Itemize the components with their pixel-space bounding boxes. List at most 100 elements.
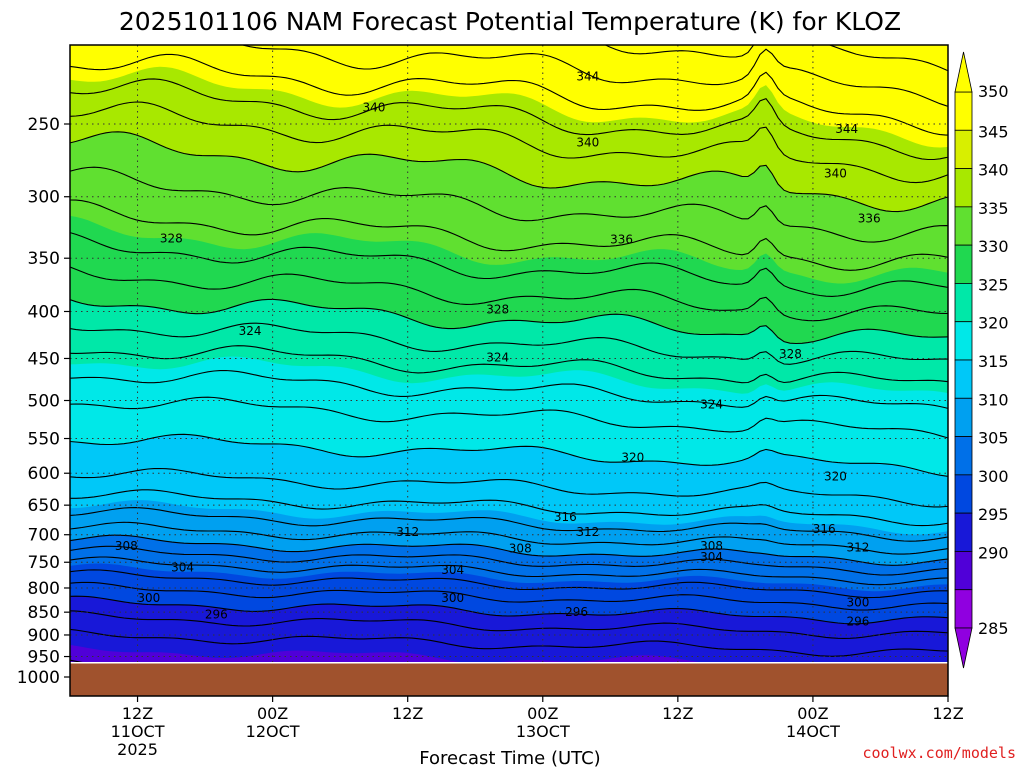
contour-310 bbox=[70, 534, 948, 566]
x-axis-title: Forecast Time (UTC) bbox=[419, 748, 600, 768]
colorbar: 350 345 340 335 330 325 320 315 310 305 300 295 290 2… bbox=[954, 51, 1009, 669]
contour-300 bbox=[70, 595, 948, 625]
contour-318 bbox=[70, 467, 948, 508]
contour-label-24: 304 bbox=[171, 561, 194, 575]
contour-label-26: 300 bbox=[137, 591, 160, 605]
contour-label-6: 336 bbox=[610, 233, 633, 247]
source-credit: coolwx.com/models bbox=[862, 744, 1016, 762]
colorbar-label-325: 325 bbox=[978, 275, 1009, 294]
colorbar-swatch-5 bbox=[954, 283, 973, 323]
contour-label-25: 304 bbox=[441, 563, 464, 577]
y-tick-label-700: 700 bbox=[28, 526, 60, 546]
colorbar-label-290: 290 bbox=[978, 543, 1009, 562]
y-tick-label-400: 400 bbox=[28, 302, 60, 322]
x-tick-time-2: 12Z bbox=[392, 704, 423, 723]
contour-332 bbox=[70, 266, 948, 322]
y-tick-label-600: 600 bbox=[28, 464, 60, 484]
contour-330 bbox=[70, 298, 948, 345]
contour-334 bbox=[70, 232, 948, 297]
contour-label-12: 324 bbox=[700, 397, 723, 411]
colorbar-swatch-3 bbox=[954, 206, 973, 246]
colorbar-swatch-6 bbox=[954, 321, 973, 361]
contour-336 bbox=[70, 199, 948, 271]
colorbar-label-350: 350 bbox=[978, 82, 1009, 101]
contour-label-2: 344 bbox=[835, 122, 858, 136]
colorbar-label-330: 330 bbox=[978, 237, 1009, 256]
x-tick-time-4: 12Z bbox=[662, 704, 693, 723]
x-tick-year-0: 2025 bbox=[117, 740, 158, 759]
contour-label-11: 324 bbox=[486, 351, 509, 365]
contour-296 bbox=[70, 628, 948, 657]
colorbar-label-300: 300 bbox=[978, 467, 1009, 486]
ground-terrain bbox=[70, 662, 948, 696]
colorbar-label-305: 305 bbox=[978, 429, 1009, 448]
contour-344 bbox=[70, 78, 948, 161]
contour-308 bbox=[70, 545, 948, 576]
colorbar-arrow-bottom bbox=[954, 627, 973, 669]
contour-label-22: 304 bbox=[700, 550, 723, 564]
y-tick-label-1000: 1000 bbox=[17, 668, 60, 688]
contour-298 bbox=[70, 610, 948, 639]
contour-label-0: 344 bbox=[576, 70, 599, 84]
contour-label-15: 316 bbox=[554, 510, 577, 524]
y-tick-label-850: 850 bbox=[28, 603, 60, 623]
x-tick-time-5: 00Z bbox=[797, 704, 828, 723]
contour-label-5: 336 bbox=[858, 212, 881, 226]
chart-title: 2025101106 NAM Forecast Potential Temper… bbox=[119, 7, 901, 36]
contour-324 bbox=[70, 369, 948, 410]
colorbar-swatch-12 bbox=[954, 551, 973, 591]
contour-328 bbox=[70, 322, 948, 365]
plot-frame bbox=[69, 44, 949, 697]
contour-340 bbox=[70, 131, 948, 213]
colorbar-swatch-0 bbox=[954, 91, 973, 131]
x-tick-date-1: 12OCT bbox=[246, 722, 300, 741]
contour-label-28: 300 bbox=[846, 596, 869, 610]
contour-label-31: 296 bbox=[846, 614, 869, 628]
y-tick-label-950: 950 bbox=[28, 648, 60, 668]
y-tick-label-750: 750 bbox=[28, 553, 60, 573]
contour-label-16: 316 bbox=[813, 522, 836, 536]
colorbar-label-340: 340 bbox=[978, 161, 1009, 180]
contour-314 bbox=[70, 507, 948, 542]
contour-label-14: 320 bbox=[824, 470, 847, 484]
y-tick-label-900: 900 bbox=[28, 626, 60, 646]
contour-label-3: 340 bbox=[576, 136, 599, 150]
x-tick-time-6: 12Z bbox=[932, 704, 963, 723]
y-tick-label-500: 500 bbox=[28, 392, 60, 412]
contour-label-8: 328 bbox=[486, 302, 509, 316]
colorbar-swatch-1 bbox=[954, 129, 973, 169]
contour-326 bbox=[70, 345, 948, 384]
contour-label-17: 312 bbox=[396, 525, 419, 539]
colorbar-swatch-9 bbox=[954, 436, 973, 476]
contour-label-9: 324 bbox=[239, 324, 262, 338]
y-tick-label-350: 350 bbox=[28, 249, 60, 269]
colorbar-label-285: 285 bbox=[978, 619, 1009, 638]
colorbar-label-310: 310 bbox=[978, 390, 1009, 409]
y-tick-label-300: 300 bbox=[28, 188, 60, 208]
contour-label-4: 340 bbox=[824, 166, 847, 180]
contour-306 bbox=[70, 556, 948, 586]
contour-302 bbox=[70, 581, 948, 611]
x-tick-date-0: 11OCT bbox=[111, 722, 165, 741]
contour-label-19: 308 bbox=[115, 539, 138, 553]
colorbar-swatch-8 bbox=[954, 397, 973, 437]
colorbar-arrow-top bbox=[954, 51, 973, 93]
colorbar-label-345: 345 bbox=[978, 122, 1009, 141]
contour-304 bbox=[70, 569, 948, 599]
contour-label-7: 328 bbox=[160, 231, 183, 245]
x-tick-date-5: 14OCT bbox=[786, 722, 840, 741]
contour-label-1: 340 bbox=[362, 101, 385, 115]
contour-label-13: 320 bbox=[621, 451, 644, 465]
y-axis: 250 300 350 400 450 500 550 600 650 700 750 800 850 9… bbox=[17, 115, 70, 688]
x-tick-time-0: 12Z bbox=[122, 704, 153, 723]
contour-322 bbox=[70, 396, 948, 439]
contour-316 bbox=[70, 489, 948, 527]
x-tick-date-3: 13OCT bbox=[516, 722, 570, 741]
theta-contours bbox=[70, 45, 948, 696]
y-tick-label-450: 450 bbox=[28, 349, 60, 369]
contour-label-27: 300 bbox=[441, 591, 464, 605]
contour-320 bbox=[70, 433, 948, 477]
ground-fill bbox=[70, 662, 948, 696]
